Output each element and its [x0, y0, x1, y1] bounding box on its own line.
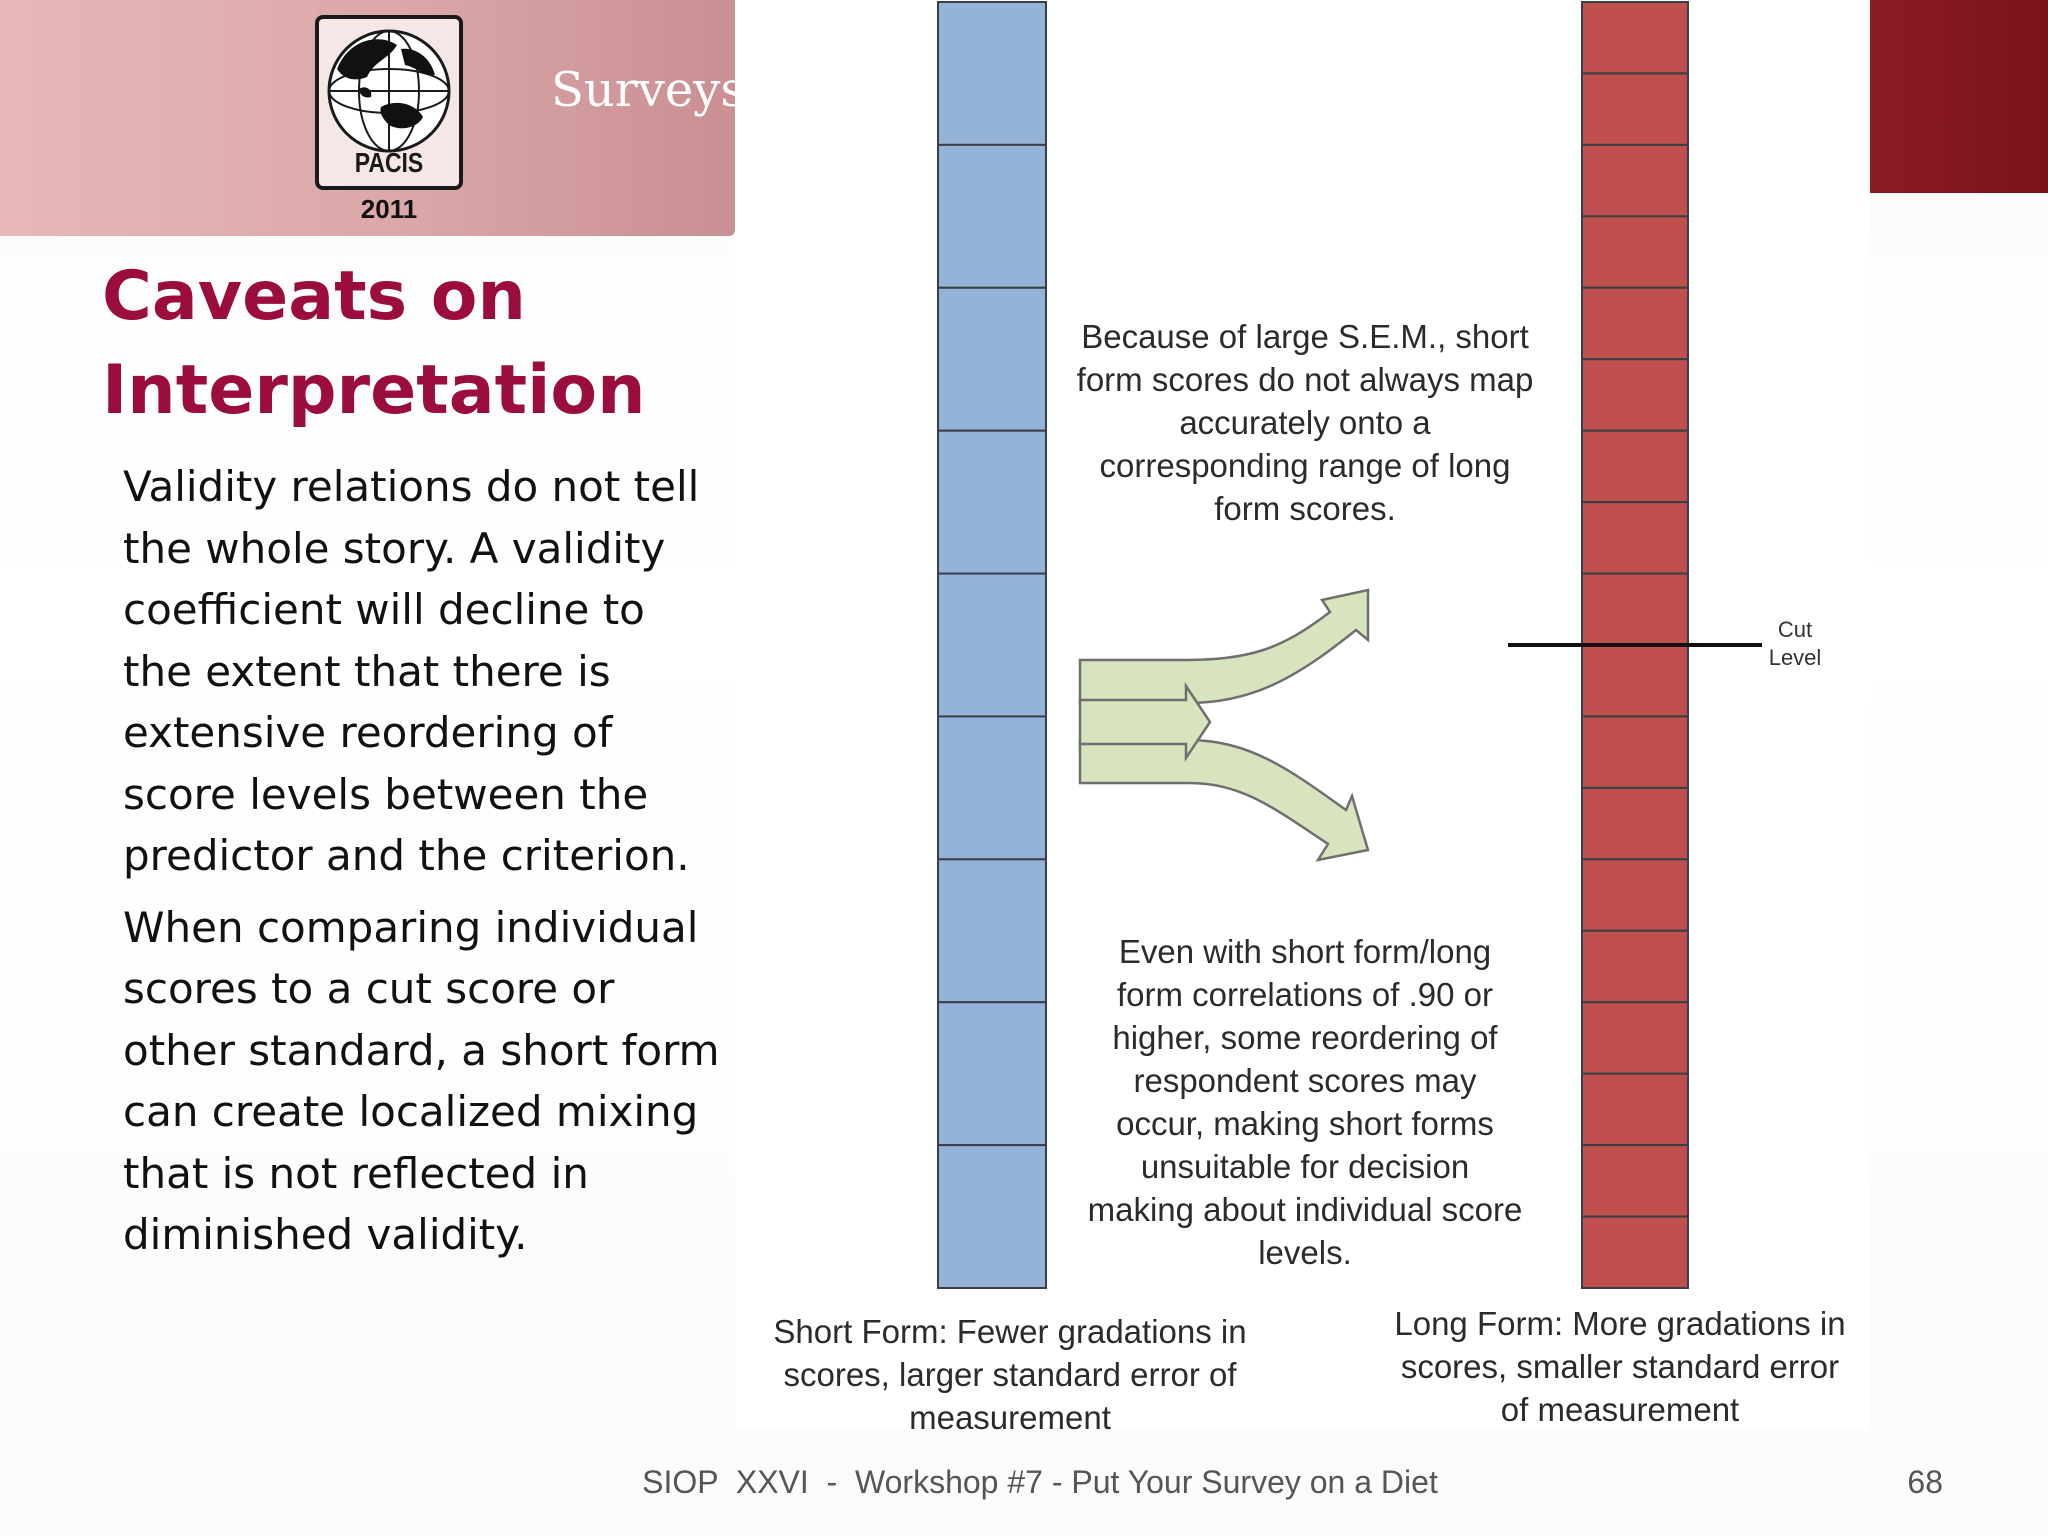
globe-icon	[327, 29, 451, 153]
body-paragraph-2: When comparing individual scores to a cu…	[123, 902, 720, 1260]
long-form-segment-5	[1581, 286, 1689, 361]
short-form-segment-7	[937, 858, 1047, 1004]
cut-level-label-line-2: Level	[1768, 645, 1822, 670]
short-form-segment-5	[937, 572, 1047, 718]
short-form-segment-3	[937, 286, 1047, 432]
long-form-segment-15	[1581, 1001, 1689, 1075]
page-number: 68	[1907, 1464, 1943, 1500]
slide-title-line-2: Interpretation	[102, 351, 646, 430]
long-form-segment-14	[1581, 929, 1689, 1004]
cut-level-label-line-1: Cut	[1777, 617, 1813, 642]
arrow-lower-branch	[1078, 738, 1370, 862]
long-form-segment-3	[1581, 143, 1689, 218]
long-form-segment-16	[1581, 1072, 1689, 1147]
pacis-logo: PACIS	[315, 15, 463, 190]
short-form-segment-6	[937, 715, 1047, 861]
long-form-segment-11	[1581, 715, 1689, 789]
long-form-segment-6	[1581, 358, 1689, 432]
short-form-segment-2	[937, 143, 1047, 289]
body-paragraph-1: Validity relations do not tell the whole…	[123, 462, 700, 880]
long-form-segment-1	[1581, 1, 1689, 75]
long-form-bar	[1581, 1, 1689, 1290]
long-form-segment-13	[1581, 858, 1689, 932]
short-form-bar	[937, 1, 1047, 1289]
long-form-segment-10	[1581, 644, 1689, 718]
caption-long-form: Long Form: More gradations in scores, sm…	[1394, 1305, 1846, 1428]
long-form-segment-12	[1581, 786, 1689, 861]
body-text: Validity relations do not tell the whole…	[123, 456, 723, 1276]
long-form-segment-18	[1581, 1215, 1689, 1290]
long-form-segment-8	[1581, 501, 1689, 575]
slide-title: Caveats on Interpretation	[102, 250, 722, 438]
footer-text: SIOP XXVI - Workshop #7 - Put Your Surve…	[642, 1464, 1438, 1500]
split-arrow	[1078, 588, 1370, 862]
long-form-segment-7	[1581, 429, 1689, 504]
header-accent-bar	[1868, 0, 2048, 193]
header-title-fragment: Surveys,	[551, 62, 735, 118]
long-form-segment-17	[1581, 1144, 1689, 1218]
long-form-segment-2	[1581, 72, 1689, 146]
caption-short-form: Short Form: Fewer gradations in scores, …	[773, 1313, 1247, 1436]
arrow-trunk	[1078, 681, 1212, 763]
logo-text: PACIS	[354, 147, 424, 178]
slide-title-line-1: Caveats on	[102, 257, 526, 336]
arrow-upper-branch	[1078, 588, 1370, 705]
short-form-segment-8	[937, 1001, 1047, 1147]
short-form-segment-4	[937, 429, 1047, 575]
long-form-segment-4	[1581, 215, 1689, 289]
short-form-segment-9	[937, 1144, 1047, 1289]
long-form-segment-9	[1581, 572, 1689, 646]
short-form-segment-1	[937, 1, 1047, 146]
callout-large-sem: Because of large S.E.M., short form scor…	[1076, 318, 1534, 527]
callout-reordering: Even with short form/long form correlati…	[1087, 933, 1523, 1271]
logo-year: 2011	[360, 194, 418, 224]
cut-level-label: Cut Level	[1760, 616, 1830, 672]
